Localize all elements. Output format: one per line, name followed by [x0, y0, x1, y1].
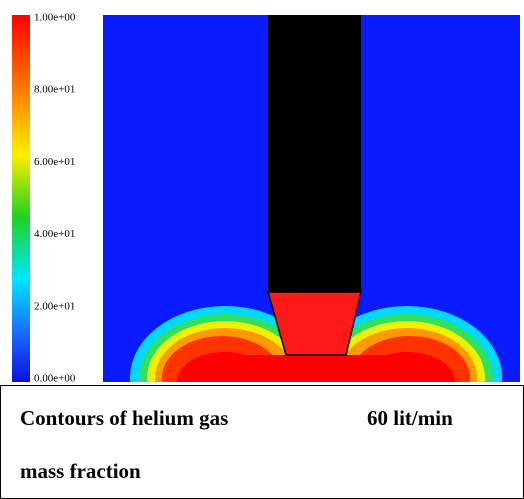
colorbar-label: 4.00e+01 — [34, 228, 75, 240]
plume — [130, 306, 502, 382]
colorbar-label: 0.00e+00 — [34, 373, 76, 385]
caption-box — [0, 385, 524, 499]
colorbar-label: 2.00e+01 — [34, 300, 75, 312]
colorbar-label: 8.00e+01 — [34, 84, 75, 96]
colorbar-label: 1.00e+00 — [34, 12, 76, 24]
caption-subtitle: mass fraction — [20, 459, 141, 483]
caption-flow-rate: 60 lit/min — [367, 406, 453, 430]
colorbar-labels: 1.00e+00 8.00e+01 6.00e+01 4.00e+01 2.00e+01… — [34, 12, 76, 385]
colorbar — [12, 15, 30, 382]
colorbar-label: 6.00e+01 — [34, 156, 75, 168]
nozzle-tip — [267, 291, 362, 356]
caption-title: Contours of helium gas — [20, 406, 228, 430]
nozzle — [268, 15, 361, 292]
contour-plot — [103, 15, 520, 382]
